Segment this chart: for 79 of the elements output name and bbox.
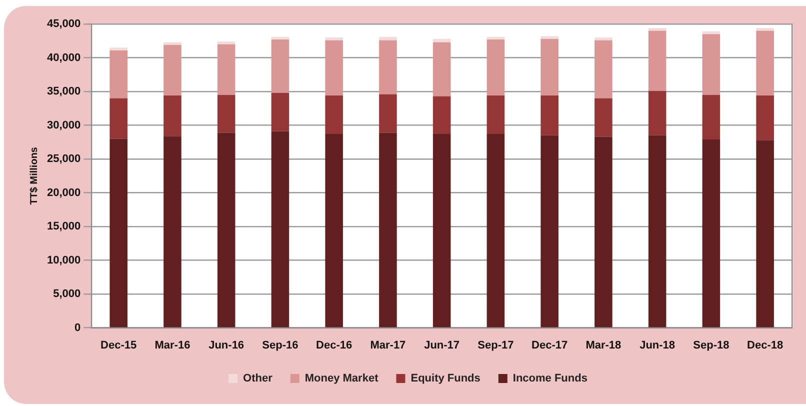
bar: [540, 36, 558, 39]
bar: [486, 36, 505, 40]
bar: [217, 94, 236, 133]
y-tick-label: 45,000: [46, 18, 81, 30]
bar: [702, 94, 720, 140]
bar: [756, 140, 774, 328]
bar: [164, 44, 182, 96]
y-tick-label: 25,000: [46, 153, 81, 166]
bar: [110, 98, 128, 139]
bar: [594, 98, 612, 137]
bar: [486, 40, 505, 96]
x-tick-label: Dec-15: [100, 339, 137, 352]
bar: [702, 34, 720, 95]
bar: [486, 134, 505, 328]
y-tick-label: 20,000: [46, 186, 81, 199]
x-tick-label: Jun-18: [640, 339, 676, 352]
bar: [164, 96, 182, 136]
x-tick-label: Sep-16: [262, 339, 298, 352]
x-tick-label: Sep-18: [693, 339, 730, 352]
bar: [540, 135, 558, 328]
bar: [594, 38, 612, 40]
y-tick-label: 15,000: [46, 220, 81, 233]
bar: [702, 139, 720, 328]
bar: [432, 42, 451, 96]
bar: [325, 38, 343, 40]
bar: [110, 48, 128, 50]
bar: [432, 96, 451, 134]
bar: [217, 42, 236, 44]
bar: [594, 136, 612, 328]
y-tick-label: 5,000: [53, 288, 81, 300]
bar: [379, 132, 397, 328]
x-tick-label: Dec-18: [747, 339, 784, 352]
legend-label: Equity Funds: [410, 372, 480, 385]
x-tick-label: Sep-17: [478, 339, 514, 352]
x-tick-label: Dec-17: [532, 339, 568, 352]
bar: [540, 96, 558, 136]
y-tick-label: 40,000: [46, 52, 81, 64]
bar: [325, 40, 343, 96]
x-tick-label: Mar-16: [154, 339, 190, 352]
bar: [648, 28, 666, 31]
bar: [164, 136, 182, 328]
bar: [217, 132, 236, 328]
x-tick-label: Mar-17: [370, 339, 406, 352]
y-tick-label: 10,000: [46, 254, 81, 266]
bar: [271, 131, 290, 328]
y-tick-label: 30,000: [46, 119, 81, 132]
bar: [379, 94, 397, 133]
bar: [271, 92, 290, 132]
bar: [110, 138, 128, 328]
bar: [271, 36, 290, 40]
bar: [486, 96, 505, 134]
bar: [110, 50, 128, 98]
bar: [325, 96, 343, 134]
y-axis-title: TT$ Millions: [28, 146, 40, 205]
bar: [217, 44, 236, 95]
bar: [702, 31, 720, 34]
bar: [379, 40, 397, 94]
bar: [756, 96, 774, 140]
x-tick-label: Jun-17: [424, 339, 460, 352]
legend-label: Money Market: [304, 372, 379, 385]
bar: [594, 40, 612, 98]
bar: [648, 30, 666, 91]
bar: [648, 90, 666, 136]
y-tick-label: 0: [74, 322, 81, 334]
bar: [756, 30, 774, 96]
bar: [271, 40, 290, 93]
legend-label: Other: [243, 372, 274, 385]
bar: [540, 38, 558, 96]
bar: [432, 134, 451, 328]
x-tick-label: Jun-16: [208, 339, 244, 352]
x-tick-label: Mar-18: [586, 339, 622, 352]
legend-label: Income Funds: [512, 372, 588, 385]
x-tick-label: Dec-16: [316, 339, 352, 352]
y-tick-label: 35,000: [46, 86, 81, 98]
bar: [325, 134, 343, 328]
bar: [164, 42, 182, 45]
bar: [379, 36, 397, 40]
bar: [648, 135, 666, 328]
bar: [756, 28, 774, 31]
